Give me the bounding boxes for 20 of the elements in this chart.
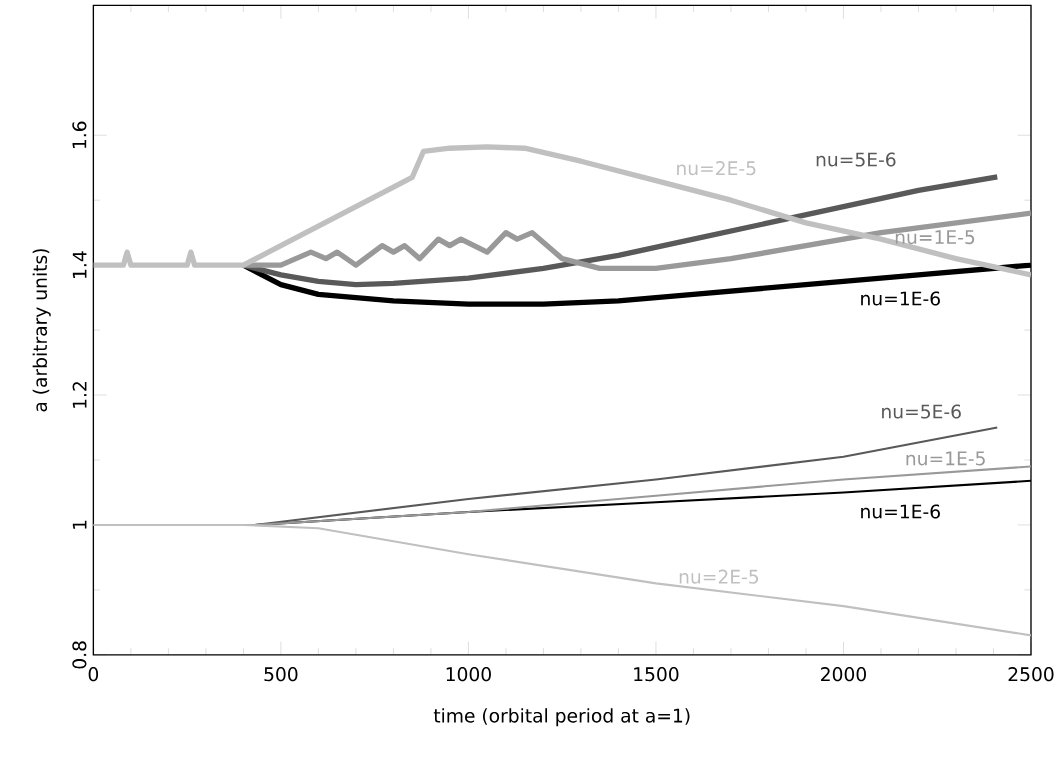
- series-label: nu=5E-6: [816, 152, 896, 167]
- x-tick-label: 0: [88, 667, 99, 682]
- series-label: nu=1E-6: [861, 291, 940, 306]
- series-label: nu=2E-5: [677, 161, 756, 176]
- y-tick-label: 1: [72, 520, 87, 529]
- x-tick-label: 2000: [821, 667, 866, 682]
- x-axis-title: time (orbital period at a=1): [433, 708, 690, 727]
- x-tick-label: 1500: [634, 667, 679, 682]
- series-label: nu=1E-5: [906, 451, 985, 466]
- x-tick-label: 2500: [1008, 667, 1054, 682]
- series-label: nu=2E-5: [679, 569, 759, 584]
- x-tick-label: 500: [264, 667, 298, 682]
- y-tick-label: 1.4: [72, 251, 87, 278]
- y-tick-label: 1.6: [72, 121, 87, 149]
- y-axis-title: a (arbitrary units): [32, 249, 51, 412]
- series-label: nu=5E-6: [882, 404, 961, 419]
- series-label: nu=1E-6: [861, 504, 940, 519]
- x-tick-label: 1000: [446, 667, 491, 682]
- y-tick-label: 0.8: [72, 641, 87, 669]
- y-tick-label: 1.2: [72, 382, 87, 408]
